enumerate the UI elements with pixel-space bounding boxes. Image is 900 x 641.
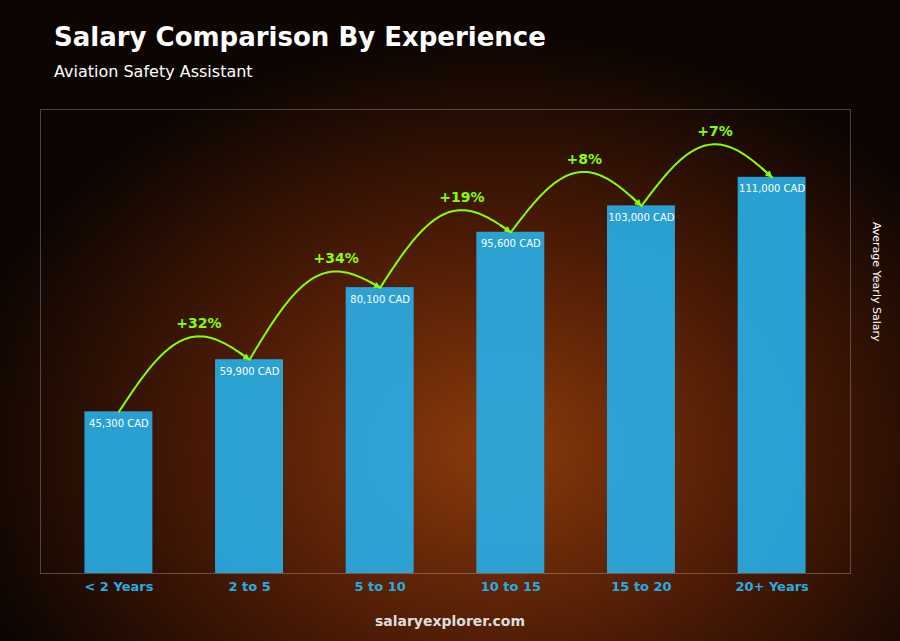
svg-text:95,600 CAD: 95,600 CAD (481, 238, 541, 249)
svg-text:59,900 CAD: 59,900 CAD (220, 366, 280, 377)
svg-text:< 2 Years: < 2 Years (84, 579, 153, 594)
html-text:salaryexplorer.com: salaryexplorer.com (374, 613, 526, 629)
svg-text:+8%: +8% (567, 151, 603, 167)
svg-text:Average Yearly Salary: Average Yearly Salary (870, 222, 883, 342)
svg-text:45,300 CAD: 45,300 CAD (89, 418, 149, 429)
svg-text:15 to 20: 15 to 20 (611, 579, 671, 594)
svg-text:+32%: +32% (176, 315, 221, 331)
svg-text:80,100 CAD: 80,100 CAD (350, 294, 410, 305)
svg-text:+19%: +19% (439, 189, 484, 205)
html-text:Salary Comparison By Experienc: Salary Comparison By Experience (54, 22, 546, 52)
svg-text:103,000 CAD: 103,000 CAD (608, 212, 674, 223)
svg-text:+7%: +7% (697, 123, 733, 139)
svg-text:20+ Years: 20+ Years (735, 579, 809, 594)
svg-text:+34%: +34% (313, 250, 358, 266)
svg-text:10 to 15: 10 to 15 (481, 579, 541, 594)
html-text:Aviation Safety Assistant: Aviation Safety Assistant (54, 62, 253, 81)
svg-text:111,000 CAD: 111,000 CAD (739, 183, 805, 194)
svg-text:5 to 10: 5 to 10 (355, 579, 406, 594)
svg-text:2 to 5: 2 to 5 (228, 579, 270, 594)
